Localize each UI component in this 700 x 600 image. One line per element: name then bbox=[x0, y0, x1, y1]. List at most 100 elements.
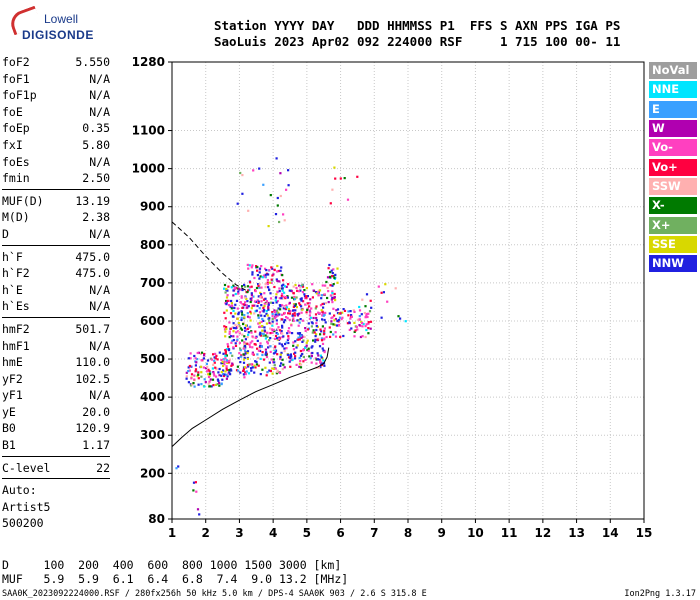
echo-point bbox=[249, 341, 252, 344]
echo-point bbox=[334, 331, 337, 334]
echo-point bbox=[301, 352, 304, 356]
echo-point bbox=[311, 296, 314, 299]
echo-point bbox=[292, 309, 295, 312]
echo-point bbox=[241, 192, 244, 195]
echo-point bbox=[299, 354, 303, 357]
echo-point bbox=[215, 354, 218, 357]
echo-point bbox=[362, 322, 365, 326]
echo-point bbox=[296, 344, 299, 347]
echo-point bbox=[273, 347, 276, 351]
param-name: yF2 bbox=[2, 371, 23, 386]
echo-point bbox=[257, 322, 260, 325]
echo-point bbox=[177, 465, 180, 468]
echo-point bbox=[274, 351, 277, 354]
echo-point bbox=[326, 276, 330, 279]
echo-point bbox=[265, 355, 269, 359]
echo-point bbox=[304, 346, 307, 349]
echo-point bbox=[256, 274, 259, 277]
echo-point bbox=[226, 368, 229, 372]
echo-point bbox=[262, 334, 265, 337]
echo-point bbox=[329, 271, 332, 274]
echo-point bbox=[213, 361, 216, 364]
echo-point bbox=[287, 327, 291, 330]
echo-point bbox=[332, 323, 335, 326]
echo-point bbox=[267, 303, 270, 306]
echo-point bbox=[240, 318, 243, 321]
param-row: yE 20.0 bbox=[2, 404, 110, 421]
echo-point bbox=[206, 365, 209, 368]
echo-point bbox=[261, 276, 264, 279]
echo-point bbox=[243, 283, 246, 286]
echo-point bbox=[268, 321, 271, 325]
echo-point bbox=[242, 358, 246, 361]
param-name: M(D) bbox=[2, 210, 30, 225]
echo-point bbox=[370, 306, 373, 309]
echo-point bbox=[240, 354, 243, 357]
echo-point bbox=[282, 283, 285, 286]
echo-point bbox=[330, 269, 333, 272]
echo-point bbox=[228, 336, 231, 339]
echo-point bbox=[336, 308, 340, 311]
echo-point bbox=[276, 270, 279, 273]
echo-point bbox=[317, 354, 320, 357]
echo-point bbox=[399, 317, 402, 320]
echo-point bbox=[257, 284, 260, 288]
echo-point bbox=[241, 303, 244, 306]
echo-point bbox=[311, 351, 314, 355]
echo-point bbox=[212, 363, 215, 366]
echo-point bbox=[260, 304, 263, 307]
echo-point bbox=[275, 278, 278, 281]
echo-point bbox=[230, 286, 233, 289]
echo-point bbox=[248, 288, 251, 291]
echo-point bbox=[339, 335, 342, 338]
echo-point bbox=[290, 355, 293, 358]
echo-point bbox=[263, 308, 266, 312]
echo-point bbox=[297, 336, 300, 339]
echo-point bbox=[271, 314, 274, 318]
echo-point bbox=[249, 300, 252, 304]
echo-point bbox=[240, 296, 243, 299]
echo-point bbox=[294, 303, 297, 306]
echo-point bbox=[263, 302, 266, 305]
echo-point bbox=[251, 264, 254, 267]
param-value: N/A bbox=[89, 338, 110, 353]
echo-point bbox=[253, 312, 256, 315]
echo-point bbox=[343, 309, 347, 312]
echo-point bbox=[243, 376, 246, 379]
echo-point bbox=[246, 363, 249, 367]
echo-point bbox=[364, 325, 367, 328]
echo-point bbox=[334, 273, 337, 276]
echo-point bbox=[246, 327, 249, 330]
echo-point bbox=[358, 315, 361, 318]
echo-point bbox=[299, 289, 302, 292]
echo-point bbox=[268, 339, 271, 342]
x-tick-label: 4 bbox=[269, 526, 277, 540]
echo-point bbox=[314, 313, 318, 316]
echo-point bbox=[316, 358, 319, 361]
echo-point bbox=[293, 314, 296, 317]
echo-point bbox=[216, 378, 219, 381]
echo-point bbox=[281, 326, 284, 329]
echo-point bbox=[279, 269, 282, 272]
echo-point bbox=[281, 292, 284, 295]
x-tick-label: 8 bbox=[404, 526, 412, 540]
y-axis-ticks: 80 200 300 400 500 600 700 800 900 1000 1100 1280 bbox=[132, 55, 172, 526]
legend-item-sse: SSE bbox=[649, 236, 697, 254]
echo-point bbox=[258, 271, 261, 274]
echo-point bbox=[326, 296, 329, 300]
echo-point bbox=[296, 332, 300, 335]
echo-point bbox=[288, 360, 291, 363]
logo-line1: Lowell bbox=[44, 12, 79, 26]
echo-point bbox=[256, 269, 259, 272]
echo-point bbox=[224, 370, 227, 373]
echo-point bbox=[230, 299, 233, 303]
echo-point bbox=[269, 292, 272, 295]
echo-point bbox=[271, 267, 274, 270]
x-axis-ticks: 1 2 3 4 5 6 7 8 9 10 11 12 13 14 15 bbox=[168, 519, 652, 540]
echo-point bbox=[254, 310, 257, 313]
param-row: foEs N/A bbox=[2, 154, 110, 171]
echo-point bbox=[278, 304, 281, 307]
echo-point bbox=[238, 332, 241, 335]
param-name: foF1p bbox=[2, 88, 37, 103]
echo-point bbox=[225, 327, 228, 331]
